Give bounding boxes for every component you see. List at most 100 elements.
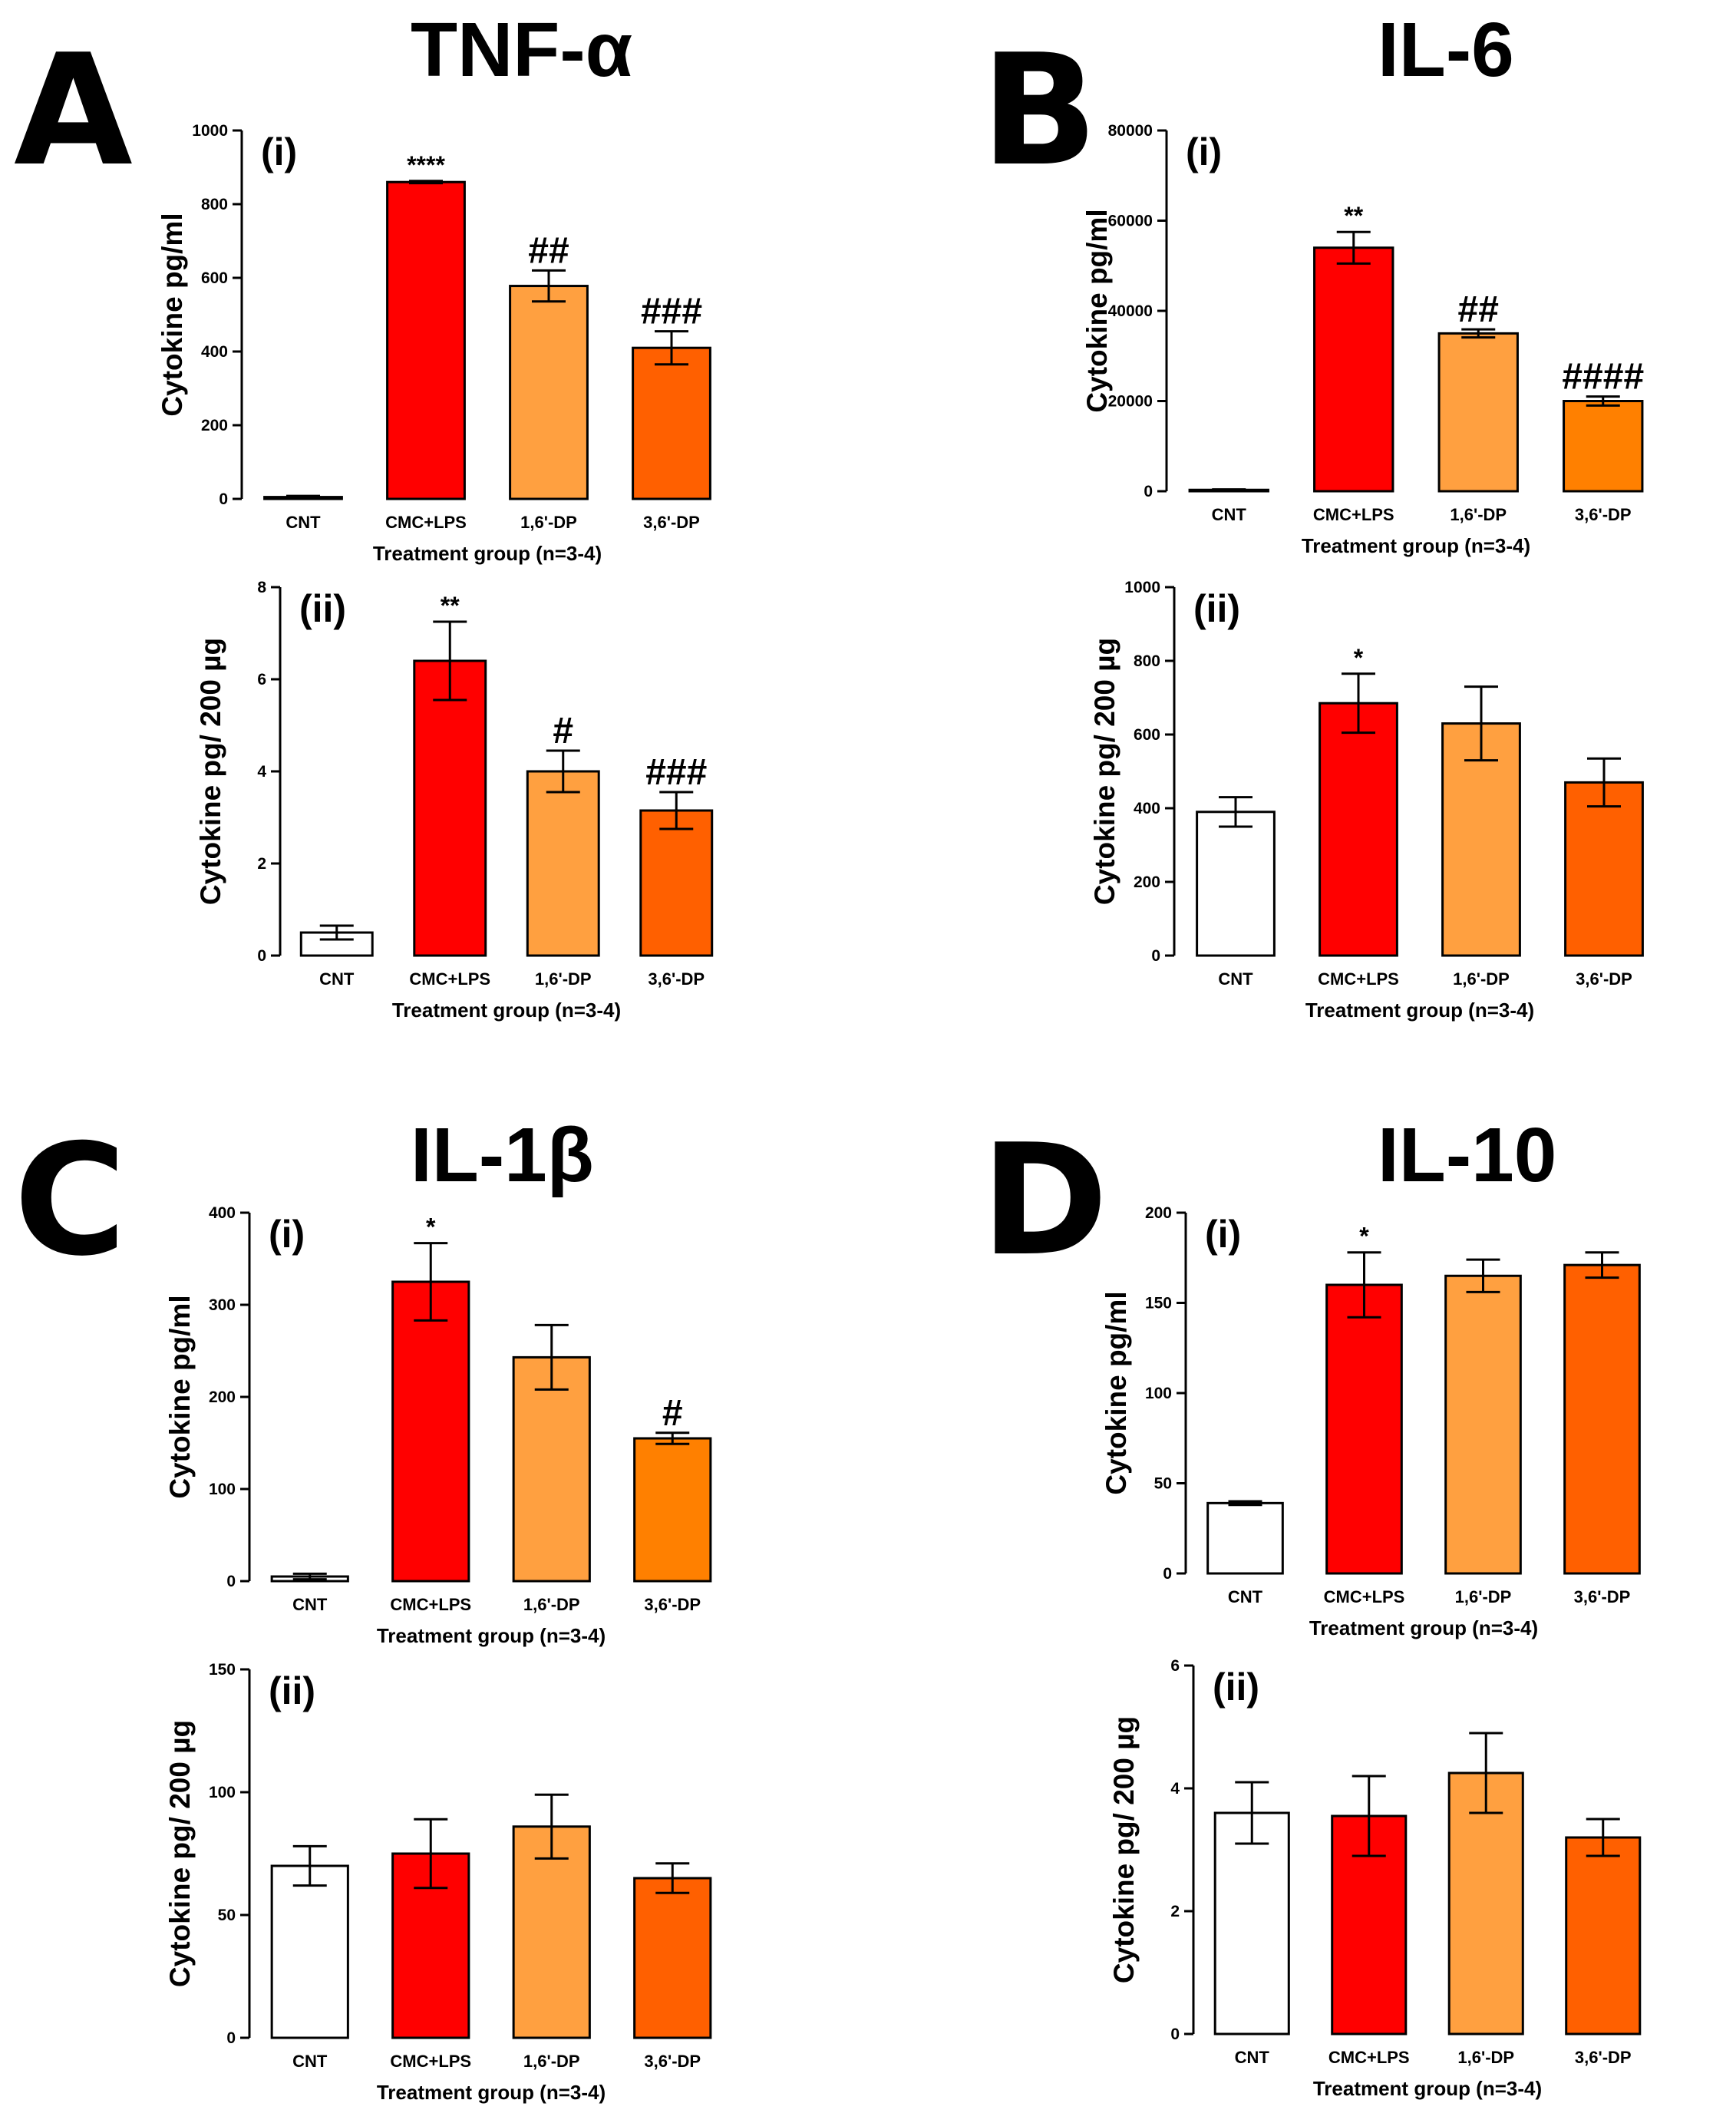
bar-cnt <box>1196 811 1276 957</box>
bar-1-6-dp <box>509 285 589 500</box>
x-tick-label: CNT <box>1212 505 1247 524</box>
significance-label: **** <box>407 151 445 179</box>
significance-label: ### <box>645 752 707 793</box>
y-tick-label: 0 <box>1170 2026 1180 2043</box>
x-tick-label: CMC+LPS <box>1328 2048 1410 2067</box>
y-tick-label: 600 <box>1134 726 1160 744</box>
chart-il1b-ii: 0 50 100 150 Cytokine pg/ 200 µg (ii) CNT CMC+L… <box>164 1661 712 2104</box>
x-axis-label: Treatment group (n=3-4) <box>377 2081 606 2104</box>
significance-label: ** <box>441 592 460 619</box>
bar-3-6-dp <box>1565 1836 1642 2036</box>
chart-il1b-i: 0 100 200 300 400 Cytokine pg/ml (i) CNT * CMC+LP… <box>164 1204 712 1647</box>
y-tick-label: 1000 <box>1124 579 1160 596</box>
chart-il6-i: 0 20000 40000 60000 80000 Cytokine pg/ml (i) CN… <box>1081 122 1644 557</box>
bar-cnt <box>1206 1501 1284 1575</box>
x-tick-label: 3,6'-DP <box>1574 1587 1631 1606</box>
y-tick-label: 0 <box>226 2029 236 2047</box>
bar-1-6-dp <box>512 1355 591 1583</box>
significance-label: * <box>1359 1223 1369 1250</box>
x-tick-label: CNT <box>319 969 355 989</box>
bar-1-6-dp <box>1437 332 1519 493</box>
y-tick-label: 0 <box>257 947 266 965</box>
bar-3-6-dp <box>633 1877 712 2039</box>
y-tick-label: 400 <box>201 343 228 361</box>
bar-3-6-dp <box>1564 781 1644 957</box>
bar-1-6-dp <box>526 770 600 957</box>
y-tick-label: 0 <box>219 490 228 508</box>
bar-3-6-dp <box>1563 1263 1641 1575</box>
subpanel-label: (ii) <box>299 587 346 630</box>
x-tick-label: CMC+LPS <box>390 1595 471 1614</box>
bar-cmc-lps <box>1319 702 1398 957</box>
x-tick-label: CNT <box>1218 969 1253 989</box>
y-tick-label: 60000 <box>1108 213 1153 230</box>
significance-label: ** <box>1344 202 1363 229</box>
x-tick-label: 1,6'-DP <box>535 969 592 989</box>
chart-il6-ii: 0 200 400 600 800 1000 Cytokine pg/ 200 µg (ii)… <box>1089 579 1644 1022</box>
chart-il10-i: 0 50 100 150 200 Cytokine pg/ml (i) CNT * CMC+LPS… <box>1101 1204 1641 1639</box>
x-tick-label: CMC+LPS <box>1313 505 1394 524</box>
x-tick-label: CMC+LPS <box>409 969 490 989</box>
y-tick-label: 800 <box>1134 652 1160 670</box>
panel-title-il10: IL-10 <box>1378 1112 1557 1198</box>
significance-label: ## <box>1458 289 1499 330</box>
y-tick-label: 6 <box>257 671 266 688</box>
bar-1-6-dp <box>512 1825 591 2039</box>
y-axis-label: Cytokine pg/ 200 µg <box>1089 638 1120 905</box>
y-tick-label: 20000 <box>1108 393 1153 411</box>
x-axis-label: Treatment group (n=3-4) <box>1302 534 1530 557</box>
y-tick-label: 8 <box>257 579 266 596</box>
x-tick-label: 3,6'-DP <box>644 1595 701 1614</box>
panel-letter-d: D <box>981 1111 1109 1290</box>
y-tick-label: 400 <box>209 1204 236 1222</box>
panel-title-tnf-alpha: TNF-α <box>411 7 633 93</box>
subpanel-label: (ii) <box>1213 1666 1259 1709</box>
x-axis-label: Treatment group (n=3-4) <box>1305 999 1534 1022</box>
y-tick-label: 100 <box>1145 1385 1172 1402</box>
x-tick-label: 3,6'-DP <box>1575 505 1632 524</box>
panel-letter-b: B <box>981 21 1098 200</box>
x-tick-label: CNT <box>292 1595 328 1614</box>
bar-1-6-dp <box>1441 722 1521 957</box>
x-axis-label: Treatment group (n=3-4) <box>1309 1616 1538 1639</box>
y-tick-label: 600 <box>201 269 228 287</box>
y-tick-label: 200 <box>201 417 228 434</box>
x-axis-label: Treatment group (n=3-4) <box>392 999 621 1022</box>
bar-cnt <box>1213 1811 1290 2036</box>
y-axis-label: Cytokine pg/ml <box>1101 1291 1132 1494</box>
panel-letter-a: A <box>14 21 133 200</box>
bar-cmc-lps <box>413 659 487 957</box>
y-tick-label: 200 <box>1134 873 1160 891</box>
subpanel-label: (ii) <box>269 1669 315 1712</box>
significance-label: # <box>553 711 573 751</box>
bar-cmc-lps <box>391 1280 470 1583</box>
x-tick-label: 1,6'-DP <box>1457 2048 1514 2067</box>
x-tick-label: CMC+LPS <box>390 2052 471 2071</box>
panel-title-il1b: IL-1β <box>411 1112 594 1198</box>
y-axis-label: Cytokine pg/ 200 µg <box>195 638 226 905</box>
x-tick-label: 3,6'-DP <box>648 969 705 989</box>
significance-label: * <box>426 1213 436 1241</box>
bar-3-6-dp <box>639 809 714 957</box>
x-tick-label: CMC+LPS <box>1318 969 1399 989</box>
x-tick-label: 1,6'-DP <box>520 513 577 532</box>
bar-cmc-lps <box>1325 1283 1403 1575</box>
y-tick-label: 2 <box>1170 1903 1180 1920</box>
bar-3-6-dp <box>1563 400 1644 493</box>
x-tick-label: CMC+LPS <box>385 513 467 532</box>
x-tick-label: 1,6'-DP <box>1450 505 1507 524</box>
x-axis-label: Treatment group (n=3-4) <box>373 542 602 565</box>
y-tick-label: 50 <box>1154 1475 1172 1493</box>
significance-label: ### <box>641 292 702 332</box>
x-tick-label: CNT <box>292 2052 328 2071</box>
y-tick-label: 100 <box>209 1784 236 1801</box>
x-tick-label: CNT <box>1228 1587 1263 1606</box>
y-tick-label: 4 <box>1170 1780 1180 1798</box>
subpanel-label: (i) <box>1205 1213 1241 1256</box>
y-tick-label: 400 <box>1134 800 1160 817</box>
significance-label: * <box>1354 644 1364 672</box>
subpanel-label: (i) <box>269 1213 305 1256</box>
y-tick-label: 80000 <box>1108 122 1153 140</box>
y-tick-label: 100 <box>209 1481 236 1498</box>
panel-letter-c: C <box>14 1111 127 1290</box>
